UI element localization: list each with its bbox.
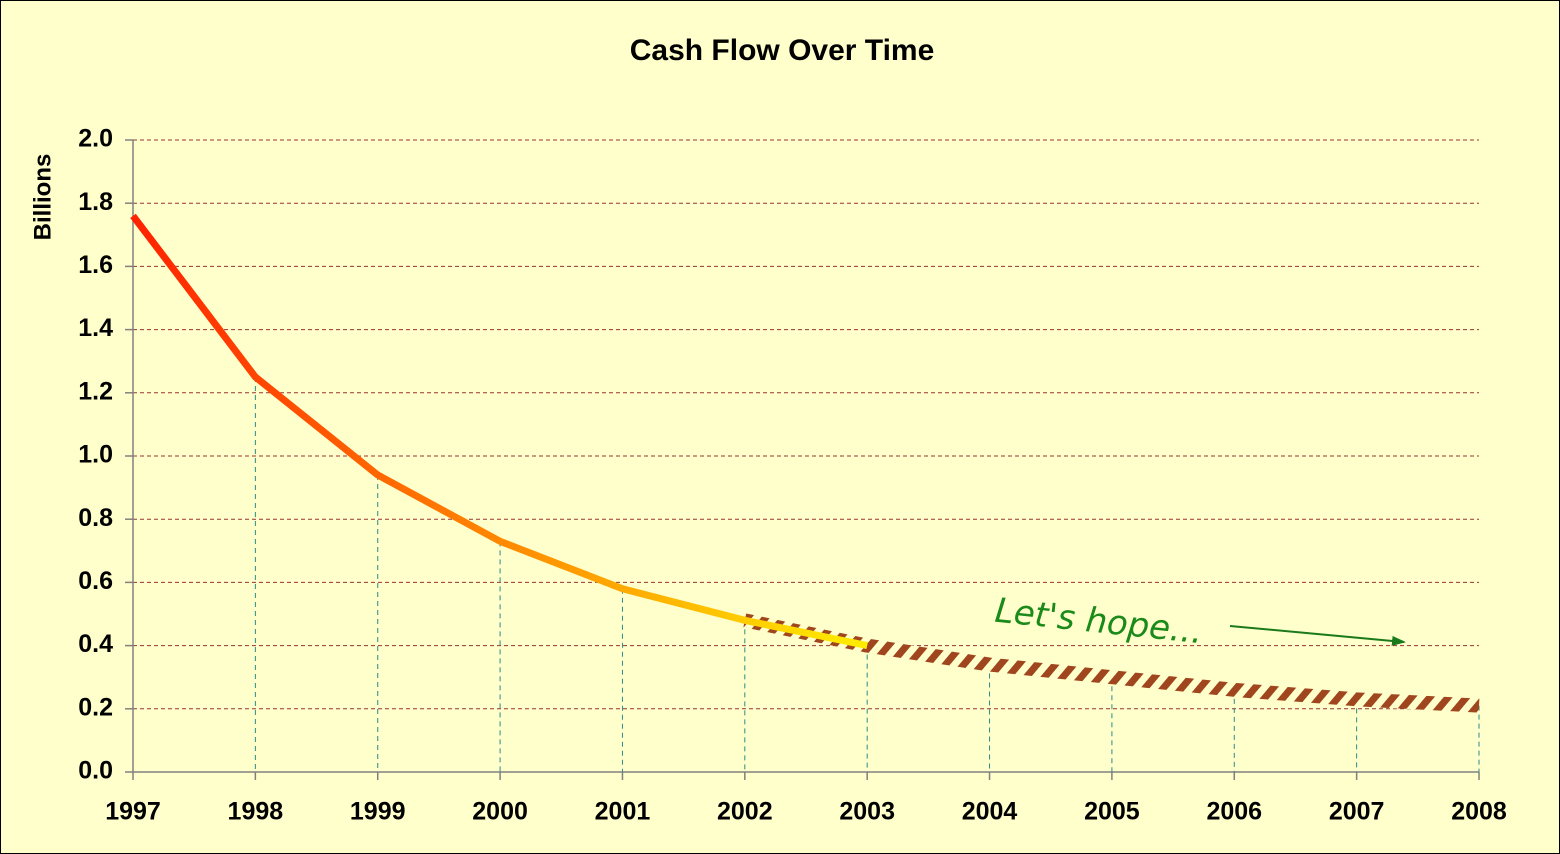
y-tick-label: 1.2 (78, 377, 113, 405)
x-tick-label: 2008 (1451, 798, 1507, 826)
x-tick-label: 2002 (717, 798, 773, 826)
x-tick-label: 1999 (350, 798, 406, 826)
x-tick-label: 2003 (839, 798, 895, 826)
cash-flow-line (130, 213, 868, 650)
y-tick-label: 2.0 (78, 125, 113, 153)
x-tick-label: 2007 (1329, 798, 1385, 826)
y-tick-label: 1.6 (78, 251, 113, 279)
x-tick-label: 2004 (962, 798, 1018, 826)
y-tick-label: 0.2 (78, 693, 113, 721)
x-tick-label: 2000 (472, 798, 528, 826)
x-tick-label: 1998 (228, 798, 284, 826)
x-tick-label: 1997 (105, 798, 161, 826)
y-tick-label: 0.8 (78, 504, 113, 532)
y-tick-label: 1.8 (78, 188, 113, 216)
chart-title: Cash Flow Over Time (630, 34, 935, 67)
y-tick-label: 0.4 (78, 630, 113, 658)
annotation-arrow (1229, 625, 1406, 646)
y-tick-label: 0.0 (78, 757, 113, 785)
x-tick-label: 2006 (1206, 798, 1262, 826)
y-axis-label: Billions (29, 154, 56, 241)
y-tick-label: 1.4 (78, 314, 113, 342)
projection-line (743, 613, 1480, 713)
plot: 0.0 0.2 0.4 0.6 0.8 1.0 1.2 1.4 1.6 1.8 2.0 1997 199… (78, 125, 1507, 826)
x-tick-label: 2001 (595, 798, 651, 826)
y-tick-label: 1.0 (78, 441, 113, 469)
y-tick-label: 0.6 (78, 567, 113, 595)
x-tick-label: 2005 (1084, 798, 1140, 826)
